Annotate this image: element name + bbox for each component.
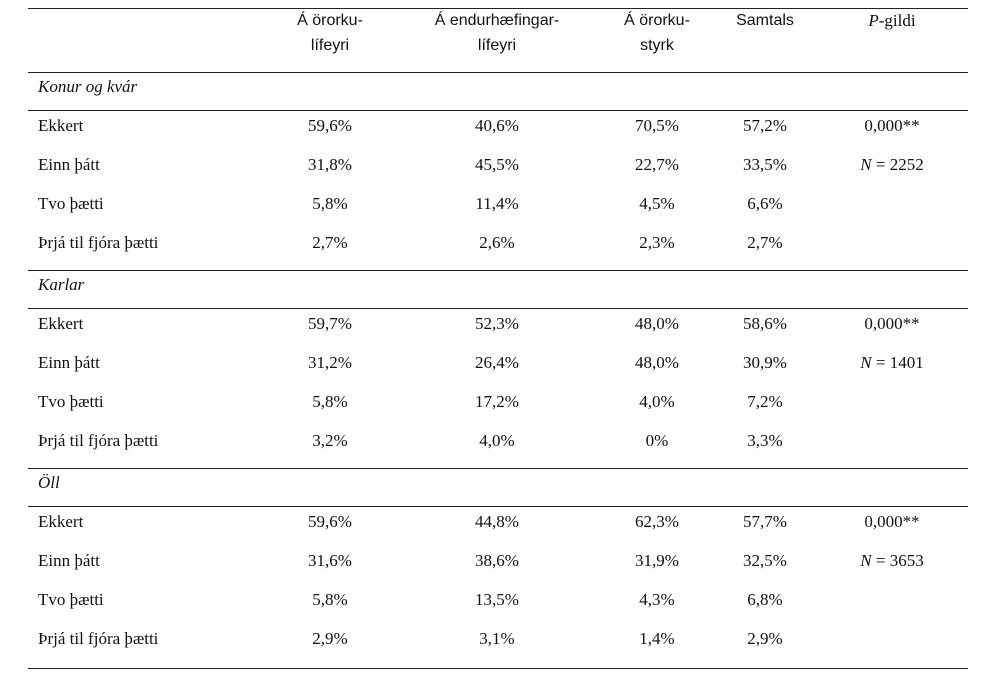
rule (28, 270, 968, 271)
row-label: Einn þátt (38, 353, 100, 372)
section-label: Öll (38, 473, 60, 492)
cell: 4,3% (639, 590, 675, 609)
row-label: Ekkert (38, 512, 84, 531)
cell: 59,6% (308, 116, 352, 135)
cell: 3,2% (312, 431, 348, 450)
cell: 0% (645, 431, 669, 450)
row-label: Tvo þætti (38, 194, 104, 213)
column-header-line: Samtals (736, 12, 794, 29)
cell: 2,7% (747, 233, 783, 252)
row-label: Einn þátt (38, 155, 100, 174)
note-var: N (860, 353, 872, 372)
cell: 2,9% (747, 629, 783, 648)
cell: 4,0% (639, 392, 675, 411)
cell: 4,5% (639, 194, 675, 213)
column-header: Á endurhæfingar-lífeyri (435, 8, 560, 58)
cell: 32,5% (743, 551, 787, 570)
cell: 2,7% (312, 233, 348, 252)
column-header-line: Á örorku- (624, 12, 690, 29)
row-label: Þrjá til fjóra þætti (38, 233, 159, 252)
row-label: Ekkert (38, 116, 84, 135)
column-header-line: styrk (640, 37, 674, 54)
cell: 70,5% (635, 116, 679, 135)
cell: 48,0% (635, 353, 679, 372)
cell: 58,6% (743, 314, 787, 333)
cell: 3,3% (747, 431, 783, 450)
note: 0,000** (864, 314, 920, 333)
note: 0,000** (864, 512, 920, 531)
cell: 57,7% (743, 512, 787, 531)
cell: 11,4% (475, 194, 519, 213)
cell: 52,3% (475, 314, 519, 333)
cell: 2,3% (639, 233, 675, 252)
cell: 48,0% (635, 314, 679, 333)
note: N = 3653 (860, 551, 923, 571)
note-text: = 1401 (875, 353, 924, 372)
cell: 45,5% (475, 155, 519, 174)
cell: 5,8% (312, 590, 348, 609)
column-header: P-gildi (868, 8, 915, 33)
column-header-line: lífeyri (310, 37, 350, 54)
cell: 17,2% (475, 392, 519, 411)
note-text: = 3653 (875, 551, 924, 570)
cell: 6,8% (747, 590, 783, 609)
cell: 6,6% (747, 194, 783, 213)
cell: 62,3% (635, 512, 679, 531)
cell: 2,9% (312, 629, 348, 648)
column-header-var: P (868, 11, 879, 30)
row-label: Þrjá til fjóra þætti (38, 431, 159, 450)
cell: 5,8% (312, 392, 348, 411)
cell: 3,1% (479, 629, 515, 648)
cell: 38,6% (475, 551, 519, 570)
column-header-line: lífeyri (477, 37, 517, 54)
row-label: Tvo þætti (38, 590, 104, 609)
row-label: Þrjá til fjóra þætti (38, 629, 159, 648)
cell: 22,7% (635, 155, 679, 174)
column-header: Á örorku-styrk (624, 8, 690, 58)
note: N = 2252 (860, 155, 923, 175)
cell: 31,9% (635, 551, 679, 570)
cell: 44,8% (475, 512, 519, 531)
cell: 26,4% (475, 353, 519, 372)
rule (28, 110, 968, 111)
cell: 1,4% (639, 629, 675, 648)
cell: 13,5% (475, 590, 519, 609)
row-label: Einn þátt (38, 551, 100, 570)
cell: 31,6% (308, 551, 352, 570)
column-header: Samtals (736, 8, 794, 33)
rule (28, 506, 968, 507)
cell: 40,6% (475, 116, 519, 135)
cell: 5,8% (312, 194, 348, 213)
note: 0,000** (864, 116, 920, 135)
cell: 30,9% (743, 353, 787, 372)
cell: 59,6% (308, 512, 352, 531)
note-text: = 2252 (875, 155, 924, 174)
note: N = 1401 (860, 353, 923, 373)
row-label: Tvo þætti (38, 392, 104, 411)
cell: 7,2% (747, 392, 783, 411)
note-var: N (860, 551, 872, 570)
row-label: Ekkert (38, 314, 84, 333)
cell: 33,5% (743, 155, 787, 174)
column-header-text: -gildi (878, 11, 916, 30)
rule (28, 468, 968, 469)
rule (28, 8, 968, 9)
column-header-line: Á örorku- (297, 12, 363, 29)
section-label: Karlar (38, 275, 85, 294)
rule (28, 308, 968, 309)
column-header-line: Á endurhæfingar- (434, 12, 560, 29)
cell: 31,8% (308, 155, 352, 174)
note-var: N (860, 155, 872, 174)
cell: 57,2% (743, 116, 787, 135)
rule (28, 72, 968, 73)
section-label: Konur og kvár (38, 77, 138, 96)
rule (28, 668, 968, 669)
cell: 59,7% (308, 314, 352, 333)
cell: 4,0% (479, 431, 515, 450)
cell: 31,2% (308, 353, 352, 372)
cell: 2,6% (479, 233, 515, 252)
column-header: Á örorku-lífeyri (297, 8, 363, 58)
